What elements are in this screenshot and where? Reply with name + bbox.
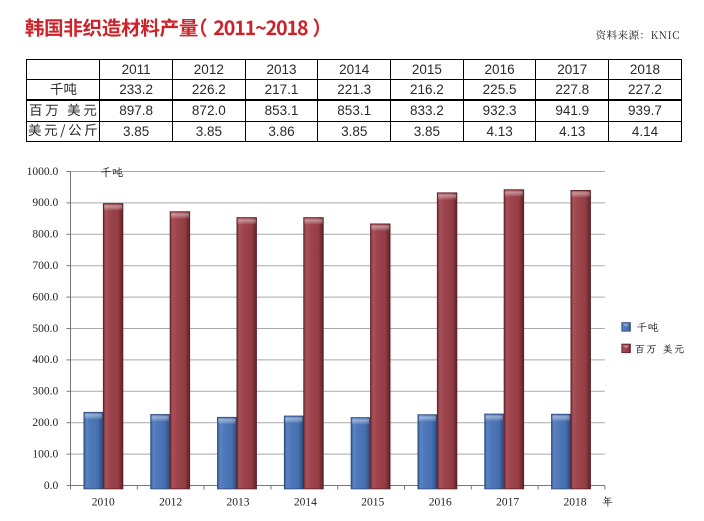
svg-text:800.0: 800.0 xyxy=(32,229,58,241)
svg-text:2017: 2017 xyxy=(496,497,519,509)
svg-text:900.0: 900.0 xyxy=(32,197,58,209)
svg-text:2013: 2013 xyxy=(227,497,250,509)
svg-text:2016: 2016 xyxy=(429,497,452,509)
svg-text:700.0: 700.0 xyxy=(32,260,58,272)
svg-text:1000.0: 1000.0 xyxy=(27,166,59,178)
svg-text:400.0: 400.0 xyxy=(32,354,58,366)
svg-text:100.0: 100.0 xyxy=(32,448,58,460)
svg-text:300.0: 300.0 xyxy=(32,386,58,398)
svg-text:2015: 2015 xyxy=(361,497,384,509)
svg-text:500.0: 500.0 xyxy=(32,323,58,335)
svg-text:2018: 2018 xyxy=(564,497,587,509)
svg-text:600.0: 600.0 xyxy=(32,291,58,303)
svg-text:2012: 2012 xyxy=(159,497,182,509)
svg-text:2010: 2010 xyxy=(92,497,115,509)
svg-text:2014: 2014 xyxy=(294,497,317,509)
svg-text:200.0: 200.0 xyxy=(32,417,58,429)
svg-text:0.0: 0.0 xyxy=(44,480,59,492)
